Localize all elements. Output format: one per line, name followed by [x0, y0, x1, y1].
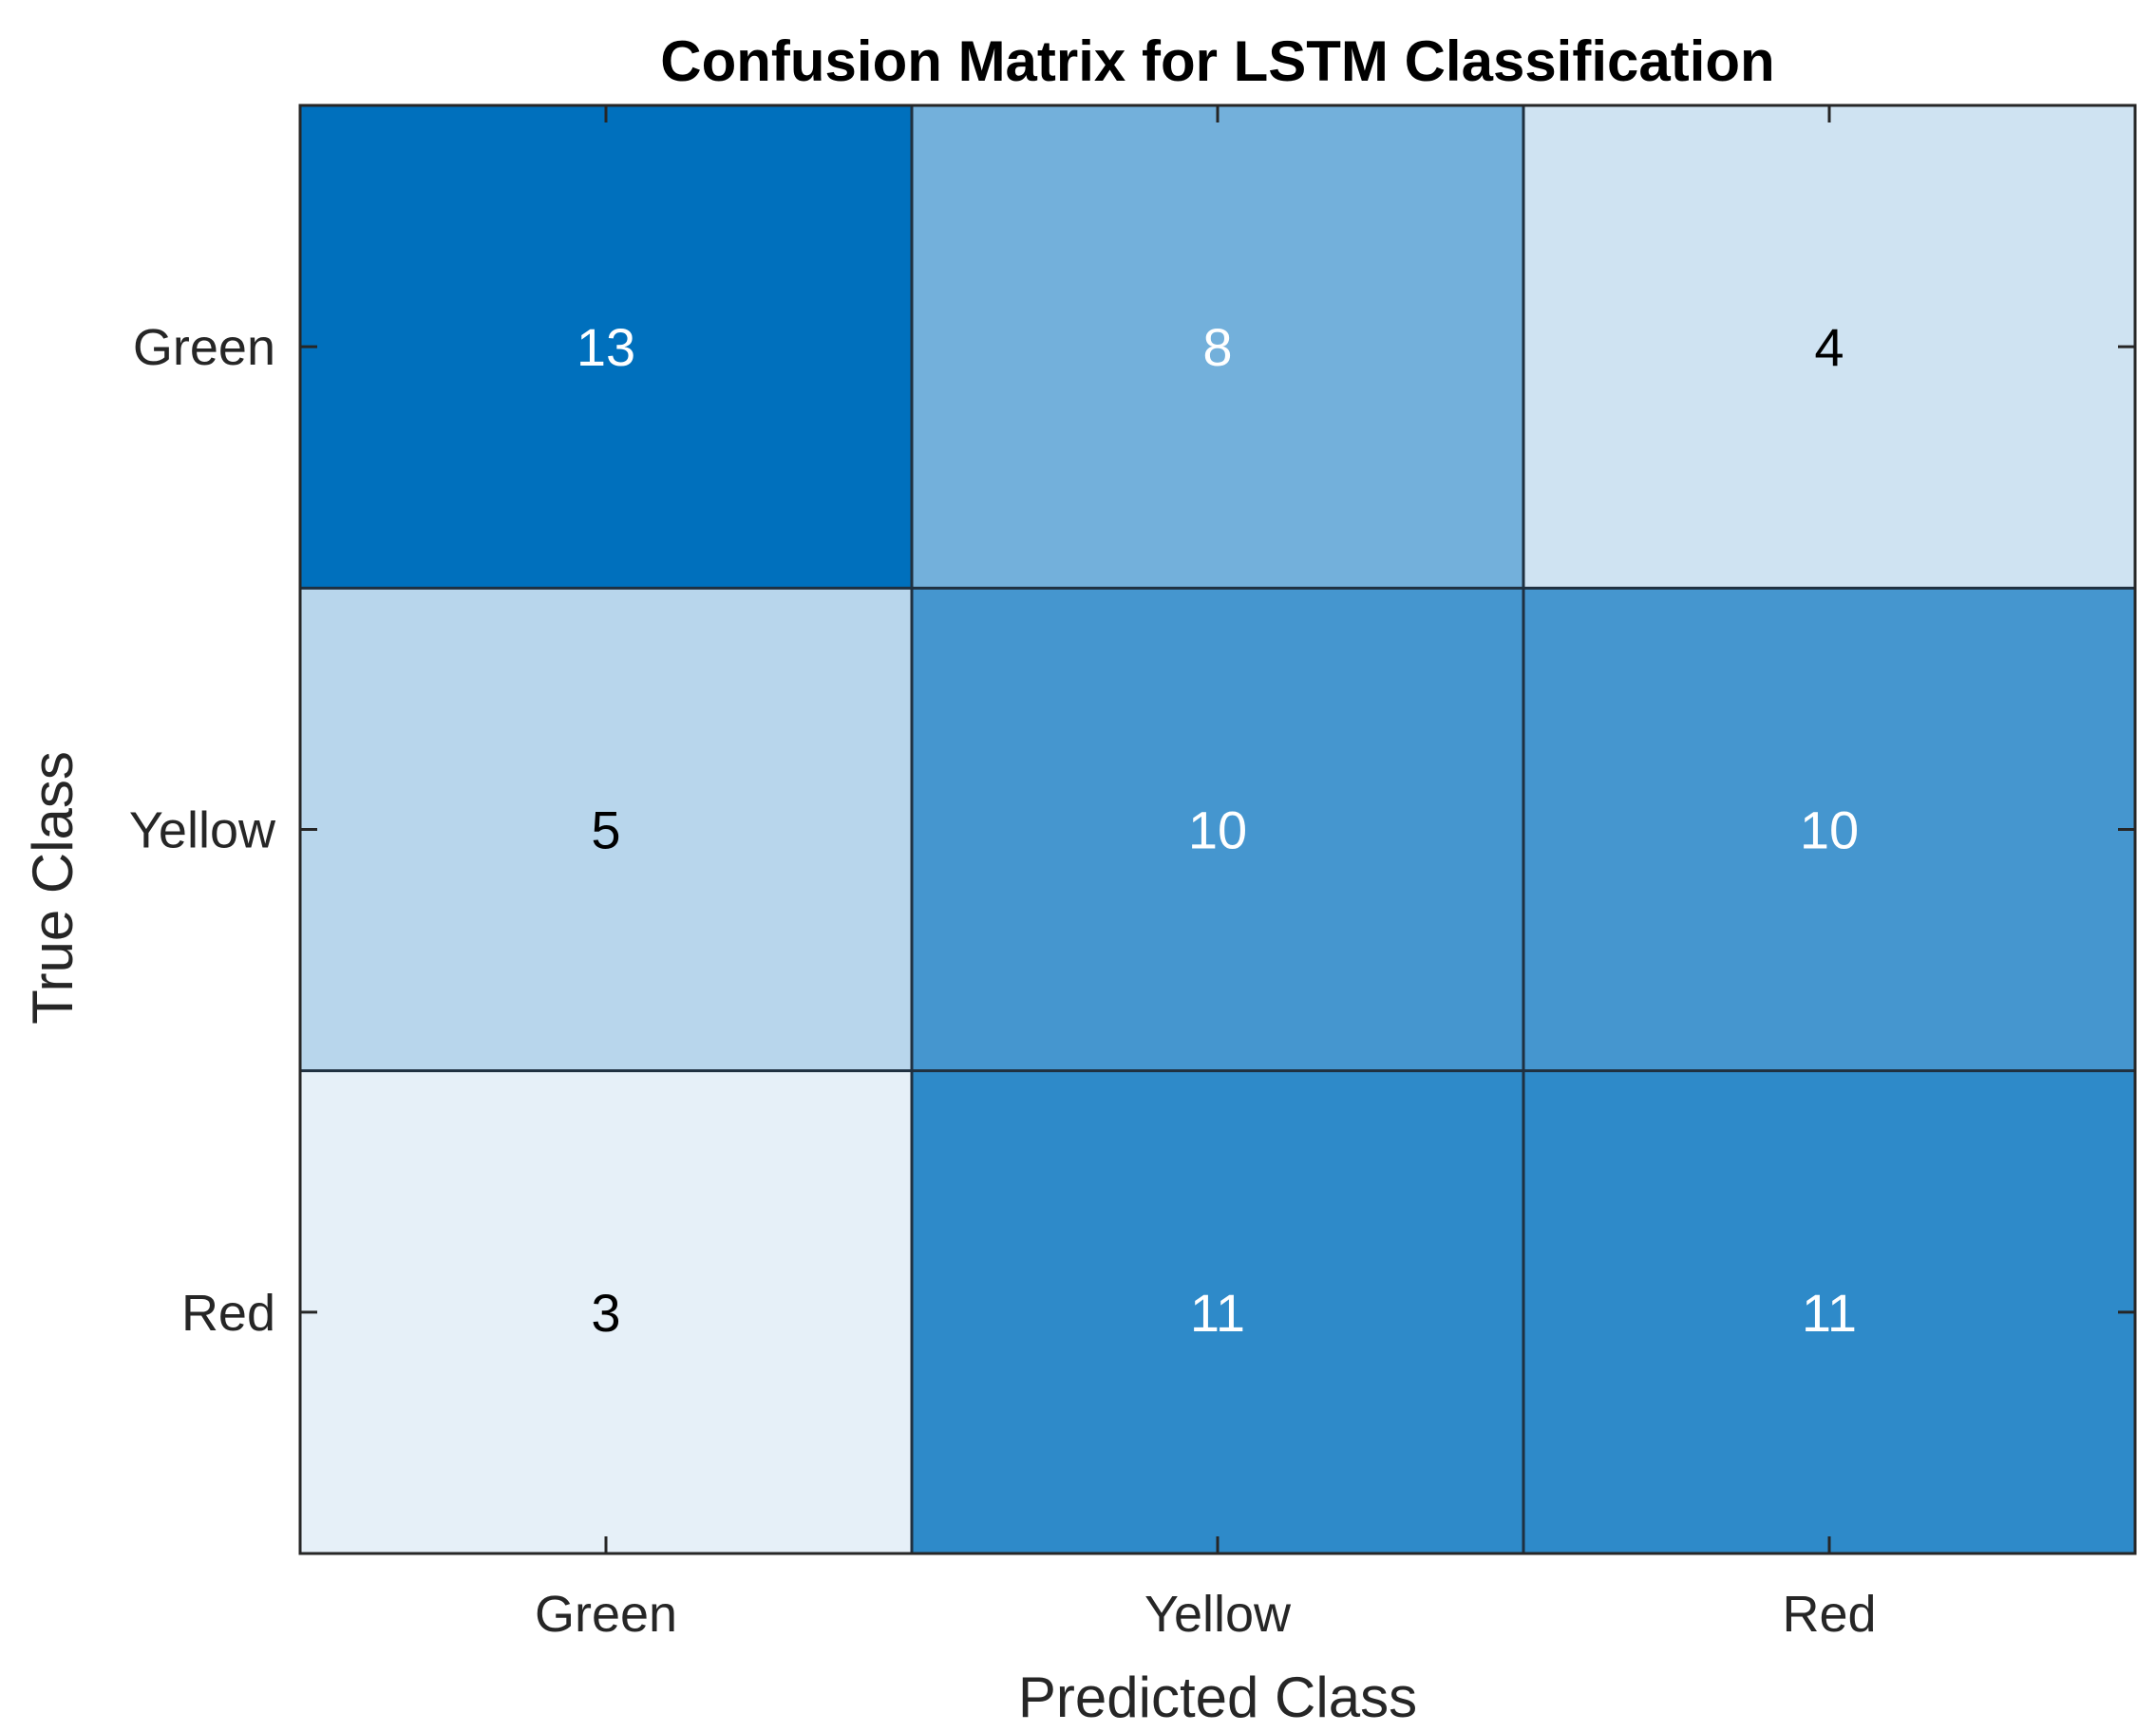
- chart-title: Confusion Matrix for LSTM Classification: [660, 29, 1774, 93]
- heatmap-cell-red-yellow: [912, 1070, 1523, 1553]
- cell-value-label: 8: [1202, 317, 1232, 377]
- x-tick-label-green: Green: [535, 1586, 677, 1643]
- x-tick-labels: Green Yellow Red: [535, 1586, 1877, 1643]
- heatmap-cells: [300, 105, 2135, 1553]
- heatmap-cell-yellow-yellow: [912, 588, 1523, 1071]
- cell-value-label: 10: [1188, 800, 1247, 860]
- heatmap-cell-red-red: [1523, 1070, 2135, 1553]
- heatmap-cell-yellow-green: [300, 588, 912, 1071]
- y-tick-label-red: Red: [181, 1285, 275, 1342]
- y-tick-label-yellow: Yellow: [129, 802, 276, 859]
- y-axis-label: True Class: [21, 751, 85, 1025]
- cell-value-label: 3: [591, 1283, 620, 1343]
- cell-value-label: 13: [577, 317, 635, 377]
- heatmap-cell-yellow-red: [1523, 588, 2135, 1071]
- x-tick-label-yellow: Yellow: [1144, 1586, 1292, 1643]
- cell-value-label: 10: [1800, 800, 1859, 860]
- cell-value-label: 11: [1190, 1283, 1245, 1343]
- cell-value-label: 11: [1802, 1283, 1857, 1343]
- cell-grid: [300, 105, 2135, 1553]
- cell-value-label: 4: [1814, 317, 1844, 377]
- y-tick-label-green: Green: [133, 319, 275, 376]
- axis-ticks: [300, 105, 2135, 1553]
- y-tick-labels: Green Yellow Red: [129, 319, 276, 1342]
- heatmap-cell-green-green: [300, 105, 912, 589]
- cell-value-label: 5: [591, 800, 620, 860]
- heatmap-cell-green-yellow: [912, 105, 1523, 589]
- x-axis-label: Predicted Class: [1018, 1666, 1417, 1729]
- heatmap-cell-red-green: [300, 1070, 912, 1553]
- heatmap-cell-green-red: [1523, 105, 2135, 589]
- cell-value-labels: 13 8 4 5 10 10 3 11 11: [577, 317, 1859, 1343]
- x-tick-label-red: Red: [1782, 1586, 1876, 1643]
